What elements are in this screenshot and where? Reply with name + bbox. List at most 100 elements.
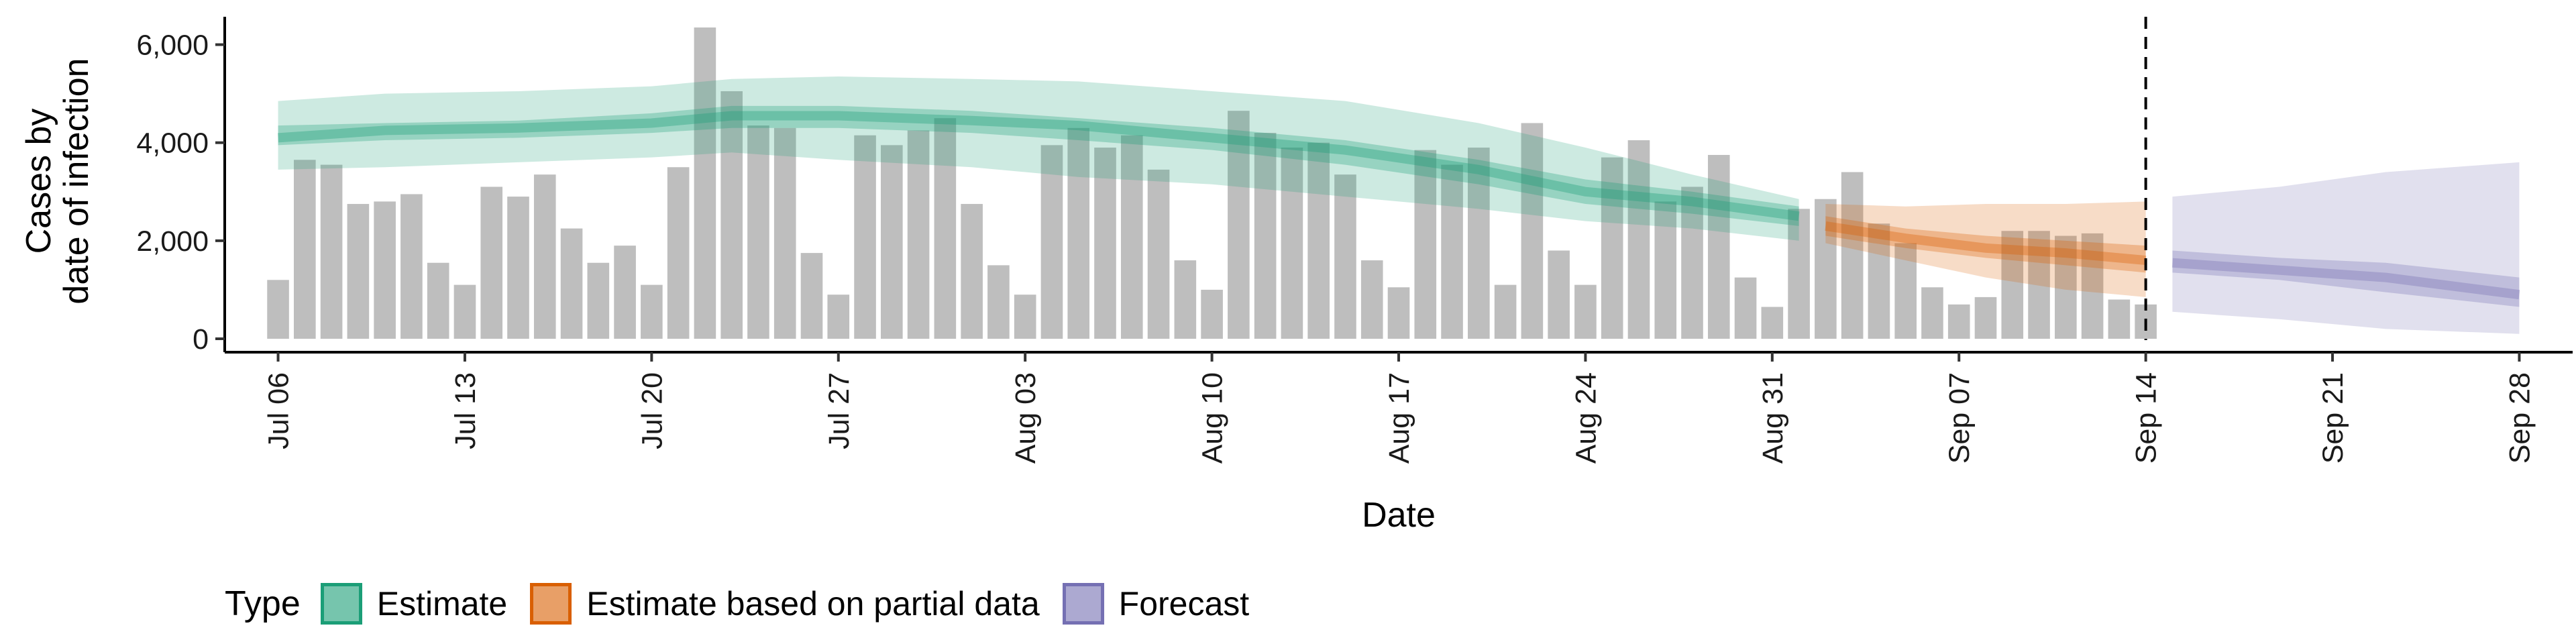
bar	[453, 284, 476, 339]
bar	[2108, 299, 2131, 339]
median-line-0	[278, 111, 1800, 221]
bar	[907, 130, 930, 339]
bar	[720, 91, 743, 339]
y-tick-label: 6,000	[136, 30, 209, 62]
bar	[1654, 201, 1677, 339]
bar	[560, 228, 583, 339]
x-axis-title: Date	[1362, 496, 1436, 535]
bar	[1734, 277, 1757, 339]
bar	[1681, 186, 1703, 339]
bar	[347, 204, 370, 339]
bar	[747, 125, 769, 339]
bar	[1947, 304, 1970, 339]
bar	[1174, 260, 1197, 339]
y-tick-label: 2,000	[136, 225, 209, 258]
bar	[667, 167, 690, 339]
bar	[1120, 135, 1143, 339]
bar	[1627, 140, 1650, 339]
bar	[1014, 294, 1036, 339]
x-tick-label: Sep 28	[2504, 372, 2536, 464]
bar	[1921, 287, 1943, 339]
bar	[1441, 164, 1463, 339]
y-axis-title-line: Cases by	[19, 109, 58, 254]
x-tick-label: Jul 06	[263, 372, 295, 449]
ribbon-50-0	[278, 105, 1799, 226]
legend-key-partial	[530, 583, 572, 625]
bar	[2001, 231, 2024, 339]
x-tick-label: Sep 07	[1943, 372, 1976, 464]
bar	[507, 197, 529, 339]
x-tick-label: Jul 13	[449, 372, 482, 449]
x-tick-label: Aug 10	[1197, 372, 1229, 464]
bar	[1281, 148, 1303, 339]
bar	[1707, 154, 1730, 339]
x-tick-label: Aug 24	[1570, 372, 1602, 464]
legend-key-estimate	[320, 583, 362, 625]
ribbon-90-0	[278, 76, 1799, 241]
bar	[374, 201, 396, 339]
bar	[773, 127, 796, 339]
bar	[480, 186, 503, 339]
bar	[1521, 123, 1544, 339]
bar	[587, 262, 610, 339]
bar	[2081, 233, 2104, 339]
bar	[1601, 157, 1623, 339]
x-tick-label: Aug 03	[1010, 372, 1042, 464]
legend: Type Estimate Estimate based on partial …	[225, 577, 1272, 631]
bar	[614, 246, 636, 339]
bar	[827, 294, 850, 339]
bar	[1360, 260, 1383, 339]
bar	[1788, 209, 1810, 339]
ribbon-50-1	[1825, 216, 2146, 273]
bar	[694, 27, 716, 339]
median-line-1	[1825, 221, 2147, 266]
bar	[1468, 148, 1490, 339]
bar	[267, 280, 289, 339]
bar	[533, 174, 556, 339]
bar	[1841, 172, 1864, 339]
legend-label-forecast: Forecast	[1118, 585, 1250, 623]
x-tick-label: Jul 20	[636, 372, 668, 449]
bar	[1254, 133, 1277, 339]
x-tick-label: Aug 31	[1757, 372, 1789, 464]
bar	[1147, 169, 1170, 339]
bar	[1334, 174, 1356, 339]
bar	[934, 118, 957, 339]
legend-item-estimate: Estimate	[320, 583, 508, 625]
bar	[320, 164, 343, 339]
y-tick-label: 0	[193, 323, 209, 356]
ribbon-90-1	[1825, 201, 2146, 297]
bar	[987, 265, 1010, 339]
y-tick-label: 4,000	[136, 127, 209, 160]
ribbon-90-2	[2172, 162, 2520, 334]
x-tick-label: Sep 14	[2131, 372, 2163, 464]
x-tick-label: Jul 27	[823, 372, 855, 449]
bar	[2028, 231, 2050, 339]
bar	[1494, 284, 1517, 339]
legend-item-partial: Estimate based on partial data	[530, 583, 1040, 625]
bar	[1974, 297, 1997, 339]
bar	[800, 253, 823, 339]
bar	[881, 145, 903, 339]
y-axis-title-line: date of infection	[57, 58, 96, 304]
bar	[1868, 223, 1890, 339]
bar	[1548, 250, 1570, 339]
bar	[1040, 145, 1063, 339]
bar	[2055, 235, 2077, 339]
bar	[1815, 199, 1837, 339]
bar	[294, 160, 316, 339]
bar	[400, 194, 423, 339]
bar	[1201, 289, 1223, 339]
legend-label-estimate: Estimate	[376, 585, 508, 623]
bar	[854, 135, 876, 339]
bar	[961, 204, 983, 339]
bar	[641, 284, 663, 339]
bar	[1094, 148, 1116, 339]
bar	[427, 262, 449, 339]
bar	[1894, 243, 1917, 339]
ribbon-50-2	[2172, 250, 2520, 307]
bar	[1414, 150, 1437, 339]
legend-title: Type	[225, 584, 301, 623]
